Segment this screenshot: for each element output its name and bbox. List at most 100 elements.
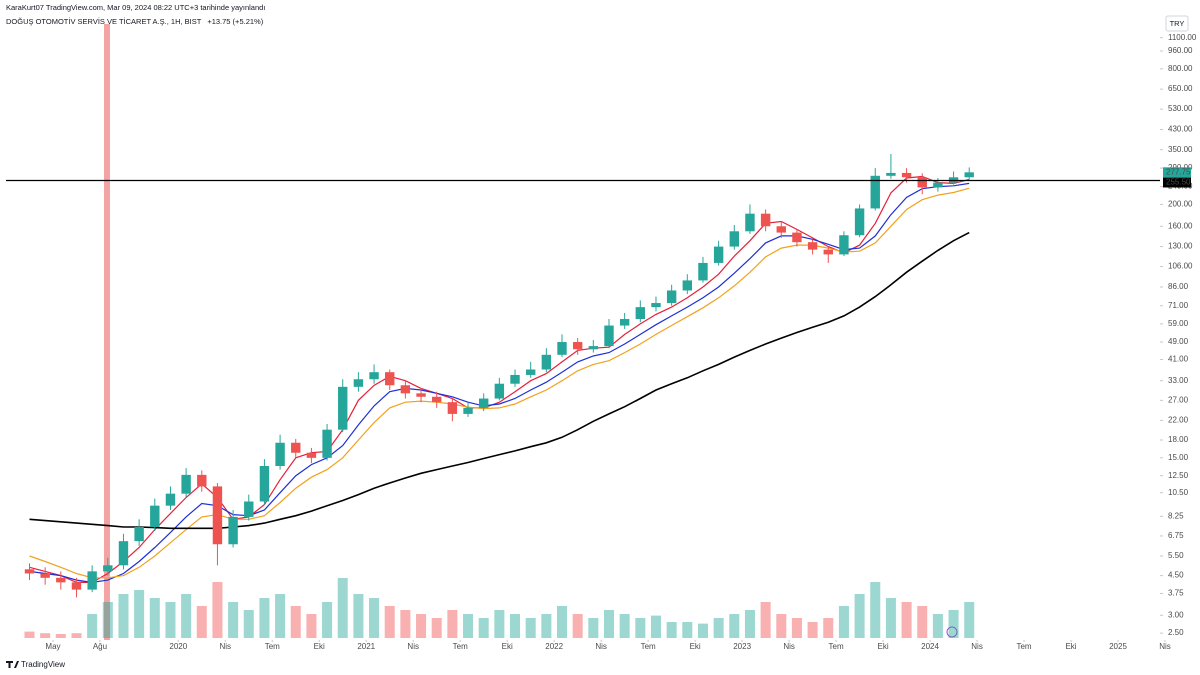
y-tick-label: 1100.00 [1168, 33, 1197, 42]
volume-bar [149, 598, 160, 638]
candle-body [964, 172, 974, 178]
x-tick-label: Ağu [93, 642, 107, 651]
candle-body [244, 501, 254, 517]
y-tick-label: 530.00 [1168, 104, 1193, 113]
y-tick-label: 2.50 [1168, 628, 1184, 637]
events-icon[interactable] [946, 626, 958, 638]
x-tick-label: May [45, 642, 60, 651]
candle-body [212, 486, 223, 545]
volume-bar [541, 614, 552, 638]
candle-body [635, 307, 646, 320]
volume-bar [776, 614, 787, 638]
volume-bar [212, 582, 223, 638]
currency[interactable]: TRY [1170, 19, 1185, 28]
y-tick-label: 200.00 [1168, 200, 1193, 209]
candle-body [494, 383, 505, 399]
volume-bar [353, 594, 364, 638]
volume-bar [181, 594, 192, 638]
candle-body [745, 213, 755, 232]
y-tick-label: 800.00 [1168, 64, 1193, 73]
candle-body [588, 346, 599, 350]
x-tick-label: Eki [502, 642, 513, 651]
hline-price-label: 255.50 [1166, 178, 1191, 187]
volume-bar [24, 631, 35, 638]
candle-body [557, 342, 567, 355]
volume-bar [588, 618, 599, 638]
candle-body [839, 235, 849, 255]
candle-body [150, 505, 160, 527]
x-tick-label: Nis [595, 642, 607, 651]
volume-bar [416, 614, 427, 638]
candle-body [854, 208, 865, 236]
candle-body [259, 465, 270, 502]
candle-body [682, 280, 693, 291]
candle-body [619, 319, 630, 326]
volume-bar [854, 594, 865, 638]
volume-bar [102, 602, 113, 638]
y-tick-label: 5.50 [1168, 551, 1184, 560]
candle-body [713, 246, 724, 263]
candle-body [807, 242, 818, 250]
y-tick-label: 22.00 [1168, 415, 1189, 424]
candle-body [165, 493, 176, 506]
volume-bar [40, 633, 51, 638]
x-tick-label: Nis [1159, 642, 1171, 651]
x-tick-label: Eki [314, 642, 325, 651]
y-tick-label: 350.00 [1168, 145, 1193, 154]
published-note: KaraKurt07 TradingView.com, Mar 09, 2024… [6, 3, 265, 12]
volume-bar [729, 614, 740, 638]
y-tick-label: 10.50 [1168, 488, 1189, 497]
candle-body [729, 231, 739, 247]
candle-body [823, 249, 833, 255]
volume-bar [603, 610, 615, 638]
candle-body [275, 442, 285, 466]
candle-body [40, 573, 50, 578]
y-tick-label: 49.00 [1168, 337, 1189, 346]
y-tick-label: 106.00 [1168, 262, 1193, 271]
candle-body [901, 172, 912, 178]
candle-body [478, 398, 489, 408]
candle-body [71, 582, 82, 590]
y-tick-label: 8.25 [1168, 511, 1184, 520]
x-tick-label: Nis [407, 642, 419, 651]
candle-body [118, 541, 129, 566]
x-tick-label: Tem [1016, 642, 1031, 651]
volume-bar [400, 610, 411, 638]
candle-body [338, 386, 348, 430]
y-tick-label: 27.00 [1168, 395, 1189, 404]
candle-body [197, 474, 207, 487]
volume-bar [384, 606, 395, 638]
volume-bar [744, 610, 755, 638]
y-tick-label: 71.00 [1168, 301, 1189, 310]
volume-bar [510, 614, 521, 638]
y-tick-label: 3.75 [1168, 589, 1184, 598]
currency-button[interactable] [1165, 15, 1189, 32]
x-tick-label: 2023 [733, 642, 751, 651]
candle-body [416, 393, 426, 397]
y-tick-label: 12.50 [1168, 471, 1189, 480]
y-tick-label: 86.00 [1168, 282, 1189, 291]
candle-body [87, 571, 97, 590]
y-tick-label: 430.00 [1168, 125, 1193, 134]
volume-bar [650, 615, 661, 638]
volume-bar [478, 618, 489, 638]
candle-body [181, 474, 191, 494]
y-tick-label: 41.00 [1168, 355, 1189, 364]
x-tick-label: 2025 [1109, 642, 1127, 651]
y-tick-label: 33.00 [1168, 376, 1189, 385]
y-tick-label: 160.00 [1168, 221, 1193, 230]
volume-bar [870, 582, 881, 638]
volume-bar [901, 602, 912, 638]
volume-bar [697, 623, 708, 638]
y-tick-label: 960.00 [1168, 46, 1193, 55]
candle-body [369, 372, 379, 380]
candle-body [353, 379, 364, 387]
volume-bar [337, 578, 348, 638]
volume-bar [322, 602, 333, 638]
volume-bar [823, 618, 834, 638]
volume-bar [932, 614, 943, 638]
candle-body [322, 429, 332, 458]
volume-bar [259, 598, 270, 638]
candle-body [228, 516, 238, 545]
